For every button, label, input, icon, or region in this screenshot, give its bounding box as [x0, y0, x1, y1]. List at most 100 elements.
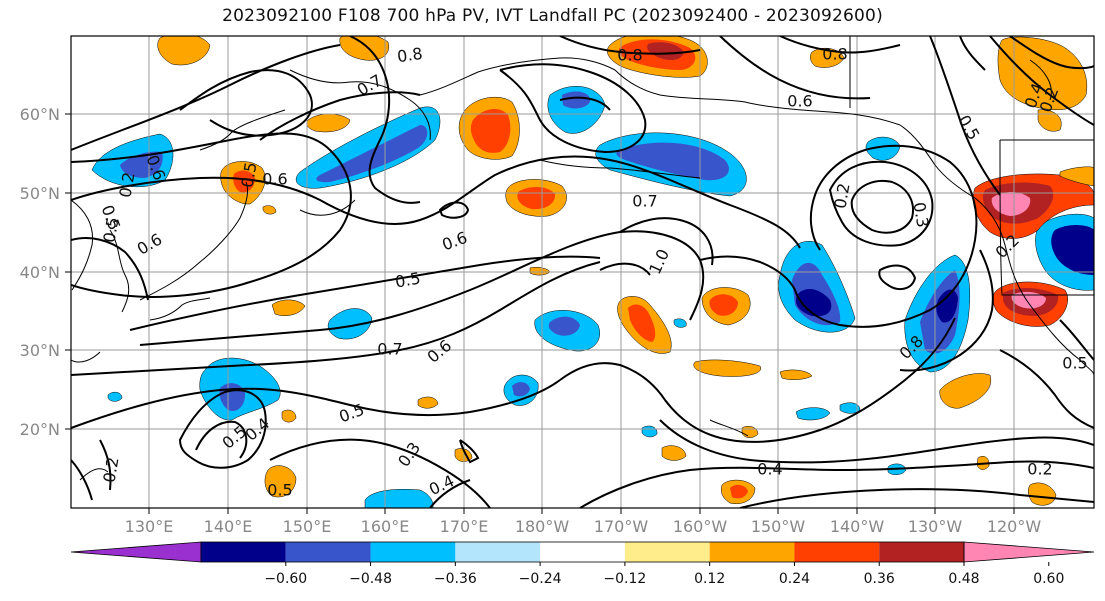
- contour-label: 0.2: [115, 171, 138, 199]
- neg-anomaly-small-4: [641, 425, 658, 438]
- lat-tick-label: 50°N: [20, 184, 60, 203]
- neg-anomaly-aleutian-core: [616, 142, 729, 181]
- pos-anomaly-mid-center-core: [709, 294, 738, 316]
- pos-anomaly-ne-corner-2: [1037, 109, 1062, 132]
- pos-anomaly-okhotsk-mid: [306, 113, 351, 133]
- contour-label: 0.5: [267, 481, 292, 500]
- pos-anomaly-small-8: [529, 266, 551, 276]
- colorbar-segment: [201, 542, 286, 562]
- anomaly-shading: [91, 36, 1094, 508]
- pos-anomaly-small-1: [271, 299, 306, 316]
- pos-anomaly-bering-west-core: [470, 108, 511, 153]
- lon-tick-label: 180°W: [515, 517, 570, 536]
- neg-anomaly-mid-2-core: [548, 316, 580, 336]
- colorbar-tick-label: 0.60: [1033, 571, 1064, 587]
- contour-label: 0.2: [99, 456, 122, 484]
- pos-anomaly-small-10: [741, 426, 759, 438]
- pos-anomaly-okhotsk-top: [339, 36, 390, 61]
- colorbar-outline: [200, 541, 965, 563]
- pos-anomaly-bering-east: [810, 47, 845, 68]
- pos-anomaly-coast-north-peak: [991, 192, 1031, 216]
- contour-label: 0.7: [632, 192, 657, 211]
- colorbar-segment: [794, 542, 880, 562]
- contour-label: 0.6: [424, 336, 456, 367]
- lon-tick-label: 160°W: [673, 517, 728, 536]
- neg-anomaly-kamchatka: [295, 106, 441, 189]
- colorbar-tick-label: 0.48: [948, 571, 979, 587]
- pos-anomaly-small-4: [661, 445, 687, 461]
- lon-tick-label: 140°W: [830, 517, 885, 536]
- contour-label: 0.2: [1027, 460, 1052, 479]
- pos-anomaly-south-2: [264, 465, 297, 498]
- contour-label: 0.5: [1062, 354, 1087, 373]
- pos-anomaly-japan-north-core: [233, 170, 255, 193]
- neg-anomaly-bering-core: [562, 91, 591, 109]
- lat-tick-label: 60°N: [20, 105, 60, 124]
- contour-label: 0.8: [617, 46, 642, 65]
- neg-anomaly-coast-deep-core: [1051, 225, 1094, 275]
- pos-anomaly-coast-north-edge: [1059, 166, 1094, 187]
- contour-label: 0.6: [787, 92, 812, 111]
- lon-tick-label: 170°W: [594, 517, 649, 536]
- colorbar-segment: [285, 542, 371, 562]
- pos-anomaly-mid-west-core: [628, 304, 656, 342]
- colorbar: −0.60 −0.48 −0.36 −0.24 −0.12 0.12 0.24 0.36 0.4…: [70, 541, 1095, 587]
- colorbar-segment: [540, 542, 625, 562]
- pos-anomaly-south-1-core: [730, 484, 748, 499]
- neg-anomaly-small-2: [839, 402, 861, 414]
- neg-anomaly-small-5: [107, 391, 123, 402]
- contour-label: 0.7: [377, 340, 402, 359]
- neg-anomaly-northeast-pacific-deep: [936, 289, 958, 323]
- neg-anomaly-small-1: [795, 407, 831, 421]
- pos-anomaly-small-6: [281, 409, 297, 423]
- lat-tick-label: 30°N: [20, 341, 60, 360]
- colorbar-tick-label: 0.36: [864, 571, 895, 587]
- neg-anomaly-subtropic-1-core: [512, 382, 530, 397]
- lon-tick-label: 150°W: [751, 517, 806, 536]
- colorbar-tick-label: −0.12: [603, 571, 646, 587]
- longitude-ticks: 130°E 140°E 150°E 160°E 170°E 180°W 170°W 160°W…: [125, 508, 1042, 536]
- colorbar-tick-label: −0.48: [349, 571, 392, 587]
- contour-label: 0.6: [262, 170, 287, 189]
- contour-label: 0.8: [396, 44, 424, 66]
- colorbar-tick-label: 0.24: [779, 571, 810, 587]
- lon-tick-label: 130°E: [125, 517, 174, 536]
- contour-label: 0.6: [134, 230, 166, 259]
- colorbar-extend-low: [70, 541, 202, 563]
- colorbar-segment: [879, 542, 964, 562]
- colorbar-tick-label: −0.24: [519, 571, 562, 587]
- lat-tick-label: 20°N: [20, 420, 60, 439]
- pos-anomaly-south-east: [939, 373, 992, 409]
- colorbar-tick-label: −0.36: [434, 571, 477, 587]
- colorbar-segment: [370, 542, 456, 562]
- contour-label: 0.5: [237, 161, 260, 189]
- colorbar-segment: [624, 542, 710, 562]
- lon-tick-label: 160°E: [361, 517, 410, 536]
- latitude-ticks: 60°N 50°N 40°N 30°N 20°N: [20, 105, 71, 439]
- pos-anomaly-small-11: [262, 205, 277, 215]
- contour-label: 0.8: [822, 45, 847, 64]
- colorbar-segment: [709, 542, 795, 562]
- pos-anomaly-nw-corner: [157, 36, 211, 66]
- contour-label: 0.4: [757, 460, 782, 479]
- lat-tick-label: 40°N: [20, 263, 60, 282]
- colorbar-extend-high: [963, 541, 1095, 563]
- pos-anomaly-coast-mid-peak: [1011, 291, 1046, 309]
- contour-label: 0.5: [394, 268, 422, 291]
- map-title: 2023092100 F108 700 hPa PV, IVT Landfall…: [222, 6, 883, 26]
- lon-tick-label: 150°E: [283, 517, 332, 536]
- contour-label: 0.6: [439, 228, 469, 255]
- contour-label: 0.5: [99, 216, 122, 244]
- lon-tick-label: 170°E: [440, 517, 489, 536]
- contour-label: 0.3: [909, 201, 932, 229]
- pos-anomaly-ne-corner: [997, 36, 1088, 111]
- lon-tick-label: 120°W: [987, 517, 1042, 536]
- colorbar-tick-label: 0.12: [694, 571, 725, 587]
- pos-anomaly-small-3: [779, 369, 813, 380]
- neg-anomaly-small-6: [673, 318, 687, 328]
- pv-contours: [71, 36, 1094, 508]
- colorbar-segment: [455, 542, 541, 562]
- contour-label: 0.2: [830, 182, 853, 210]
- colorbar-tick-label: −0.60: [264, 571, 307, 587]
